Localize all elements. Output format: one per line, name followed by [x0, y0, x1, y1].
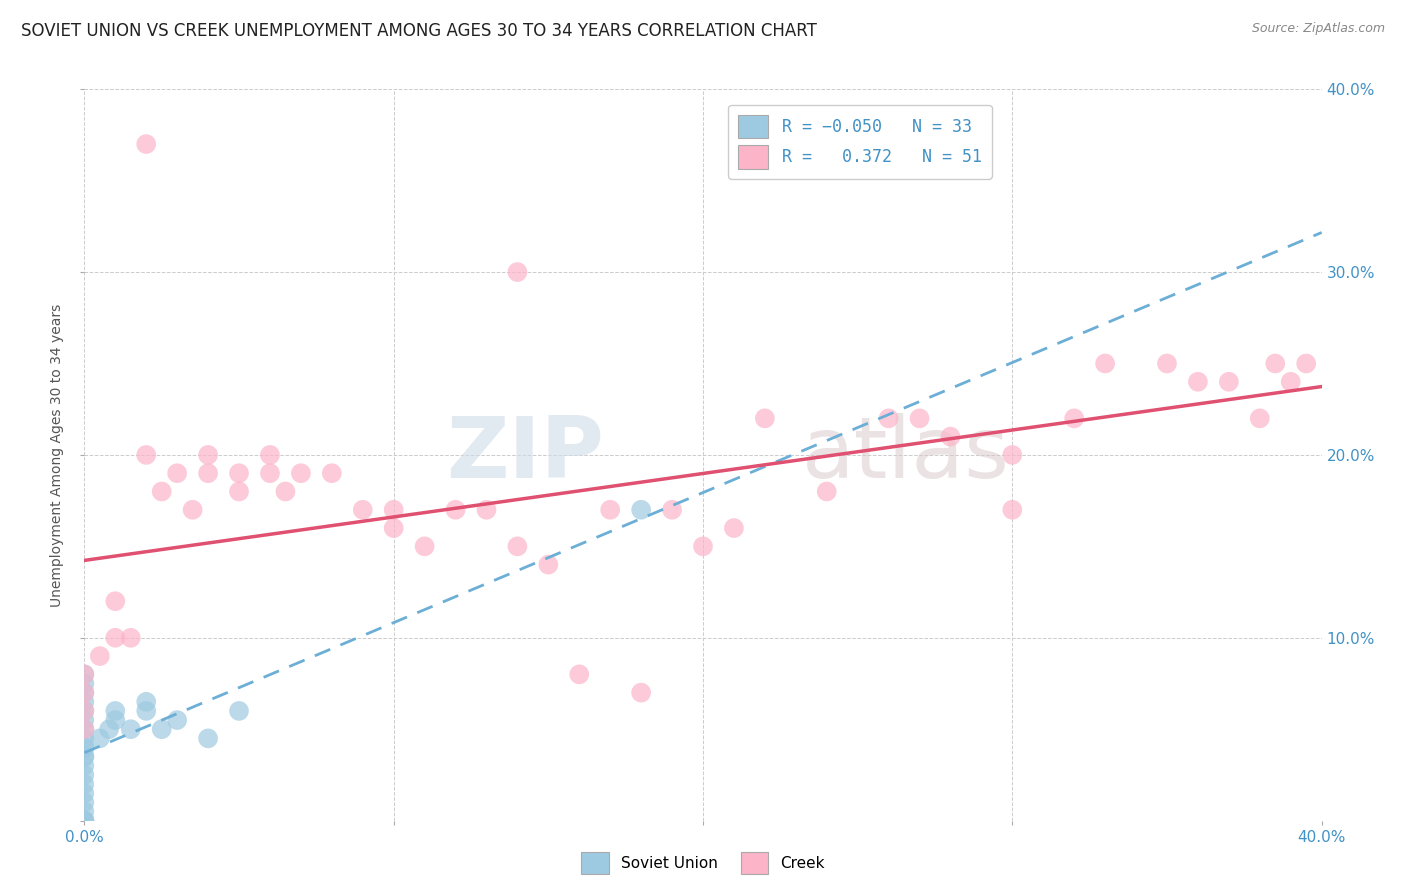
Point: [73, 786, 96, 800]
Text: atlas: atlas: [801, 413, 1010, 497]
Point: [1218, 375, 1240, 389]
Point: [197, 448, 219, 462]
Point: [89, 731, 111, 746]
Point: [259, 448, 281, 462]
Point: [73, 796, 96, 810]
Point: [382, 502, 405, 516]
Text: SOVIET UNION VS CREEK UNEMPLOYMENT AMONG AGES 30 TO 34 YEARS CORRELATION CHART: SOVIET UNION VS CREEK UNEMPLOYMENT AMONG…: [21, 22, 817, 40]
Point: [73, 667, 96, 681]
Point: [599, 502, 621, 516]
Point: [73, 814, 96, 828]
Point: [73, 758, 96, 772]
Point: [73, 740, 96, 755]
Point: [73, 749, 96, 764]
Point: [661, 502, 683, 516]
Point: [73, 667, 96, 681]
Point: [321, 466, 343, 480]
Point: [1094, 356, 1116, 371]
Point: [104, 713, 127, 727]
Point: [135, 448, 157, 462]
Point: [197, 466, 219, 480]
Point: [73, 805, 96, 819]
Point: [73, 777, 96, 791]
Point: [877, 411, 900, 425]
Point: [537, 558, 560, 572]
Point: [1295, 356, 1317, 371]
Point: [89, 649, 111, 664]
Point: [73, 676, 96, 690]
Point: [475, 502, 498, 516]
Point: [104, 704, 127, 718]
Point: [1264, 356, 1286, 371]
Point: [754, 411, 776, 425]
Point: [815, 484, 838, 499]
Point: [73, 723, 96, 737]
Point: [568, 667, 591, 681]
Point: [723, 521, 745, 535]
Point: [73, 704, 96, 718]
Legend: Soviet Union, Creek: Soviet Union, Creek: [575, 846, 831, 880]
Point: [73, 731, 96, 746]
Point: [135, 704, 157, 718]
Point: [150, 723, 173, 737]
Point: [120, 723, 142, 737]
Point: [73, 685, 96, 699]
Point: [73, 814, 96, 828]
Point: [1063, 411, 1085, 425]
Text: ZIP: ZIP: [446, 413, 605, 497]
Point: [104, 631, 127, 645]
Point: [413, 539, 436, 553]
Point: [1001, 448, 1024, 462]
Point: [692, 539, 714, 553]
Point: [228, 704, 250, 718]
Point: [1249, 411, 1271, 425]
Point: [73, 723, 96, 737]
Point: [73, 713, 96, 727]
Point: [1279, 375, 1302, 389]
Point: [382, 521, 405, 535]
Point: [104, 594, 127, 608]
Point: [1001, 502, 1024, 516]
Point: [197, 731, 219, 746]
Point: [1187, 375, 1209, 389]
Point: [630, 685, 652, 699]
Point: [98, 723, 121, 737]
Point: [135, 136, 157, 151]
Point: [73, 695, 96, 709]
Text: Source: ZipAtlas.com: Source: ZipAtlas.com: [1251, 22, 1385, 36]
Point: [73, 685, 96, 699]
Legend: R = −0.050   N = 33, R =   0.372   N = 51: R = −0.050 N = 33, R = 0.372 N = 51: [728, 105, 991, 178]
Point: [150, 484, 173, 499]
Point: [444, 502, 467, 516]
Point: [73, 740, 96, 755]
Point: [135, 695, 157, 709]
Point: [228, 466, 250, 480]
Point: [908, 411, 931, 425]
Point: [506, 265, 529, 279]
Point: [630, 502, 652, 516]
Point: [228, 484, 250, 499]
Point: [120, 631, 142, 645]
Y-axis label: Unemployment Among Ages 30 to 34 years: Unemployment Among Ages 30 to 34 years: [51, 303, 65, 607]
Point: [73, 704, 96, 718]
Point: [73, 814, 96, 828]
Point: [506, 539, 529, 553]
Point: [166, 713, 188, 727]
Point: [290, 466, 312, 480]
Point: [1156, 356, 1178, 371]
Point: [181, 502, 204, 516]
Point: [73, 749, 96, 764]
Point: [274, 484, 297, 499]
Point: [259, 466, 281, 480]
Point: [73, 768, 96, 782]
Point: [352, 502, 374, 516]
Point: [166, 466, 188, 480]
Point: [939, 430, 962, 444]
